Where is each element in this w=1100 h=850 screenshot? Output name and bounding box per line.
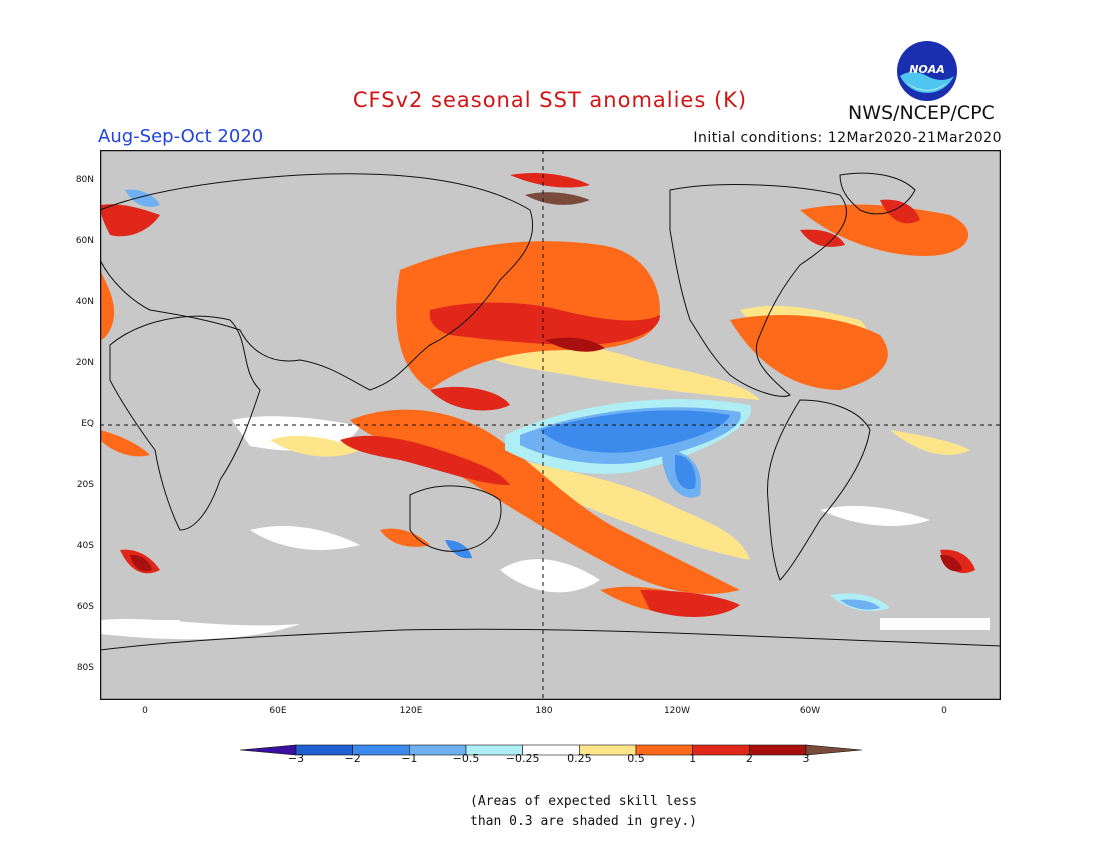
continent-outlines [100,172,1001,651]
south-america-outline [767,399,871,581]
lat-label-eq: EQ [81,419,94,429]
colorbar [240,744,862,756]
colorbar-tick-label: 3 [802,752,810,765]
antarctica-outline [100,628,1001,651]
eurasia-outline [100,173,534,391]
colorbar-tick-label: −3 [287,752,305,765]
greenland-outline [839,172,916,215]
lat-label-80s: 80S [76,663,94,673]
colorbar-tick-label: −2 [344,752,361,765]
colorbar-tick-label: 1 [689,752,697,765]
lon-label-0-east: 0 [941,706,947,716]
lat-label-40n: 40N [75,297,94,307]
agency-label: NWS/NCEP/CPC [848,102,995,124]
australia-outline [409,485,502,552]
colorbar-tick-label: 0.5 [627,752,645,765]
map-frame [100,150,1001,700]
colorbar-tick-label: 2 [745,752,753,765]
colorbar-tick-label: 0.25 [567,752,592,765]
lat-label-20s: 20S [76,480,94,490]
initial-conditions-label: Initial conditions: 12Mar2020-21Mar2020 [693,130,1002,146]
colorbar-tick-label: −0.5 [452,752,480,765]
colorbar-arrow-high [805,744,862,756]
lat-label-80n: 80N [75,175,94,185]
logo-text: NOAA [909,63,945,76]
colorbar-tick-label: −1 [401,752,418,765]
lat-label-20n: 20N [75,358,94,368]
anomaly-patches-darkred [130,337,962,572]
map-title: CFSv2 seasonal SST anomalies (K) [352,88,748,112]
lat-label-40s: 40S [76,541,94,551]
season-label: Aug-Sep-Oct 2020 [98,126,264,147]
anomaly-patches-blue [445,410,730,559]
lon-label-60e: 60E [269,706,287,716]
lon-label-180: 180 [535,706,553,716]
lon-label-0: 0 [142,706,148,716]
anomaly-patches-red [100,173,975,617]
lat-label-60n: 60N [75,236,94,246]
africa-outline [109,315,261,531]
lat-label-60s: 60S [76,602,94,612]
sst-anomaly-map [100,150,1001,700]
skill-note-line-1: (Areas of expected skill less [470,794,697,809]
anomaly-patch-brown [525,192,590,205]
skill-note-line-2: than 0.3 are shaded in grey.) [470,814,697,829]
north-america-outline [669,184,847,397]
lon-label-120w: 120W [663,706,691,716]
colorbar-tick-label: −0.25 [505,752,540,765]
lon-label-120e: 120E [399,706,423,716]
lon-label-60w: 60W [799,706,821,716]
skill-note: (Areas of expected skill less than 0.3 a… [470,792,730,832]
noaa-logo: NOAA [897,41,957,101]
